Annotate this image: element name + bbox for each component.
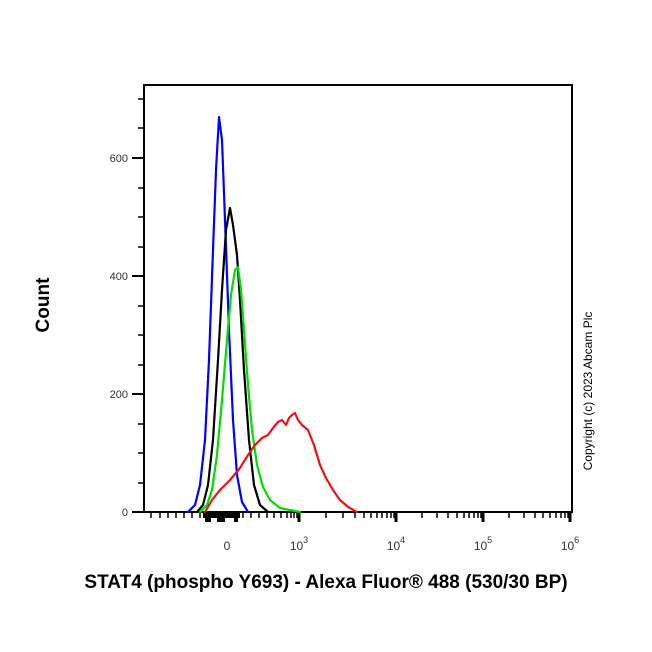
- y-axis-title-text: Count: [33, 277, 54, 333]
- red-histogram-line: [203, 411, 359, 514]
- x-tick-label: 105: [474, 535, 492, 553]
- x-tick-label: 106: [561, 535, 579, 553]
- y-tick-label: 200: [110, 389, 128, 401]
- x-zero-region-ticks: [234, 518, 238, 522]
- plot-frame: [143, 84, 573, 513]
- black-histogram-line: [195, 206, 270, 514]
- y-tick-label: 600: [110, 153, 128, 165]
- x-zero-region-ticks: [205, 518, 211, 522]
- y-tick-label: 400: [110, 271, 128, 283]
- y-axis: 600 400 200 0: [110, 98, 144, 519]
- x-axis-title: STAT4 (phospho Y693) - Alexa Fluor® 488 …: [84, 572, 568, 593]
- plot-border: [143, 84, 573, 513]
- copyright-notice: Copyright (c) 2023 Abcam Plc: [576, 260, 600, 522]
- x-tick-label: 104: [387, 535, 405, 553]
- histogram-series: [186, 115, 359, 514]
- copyright-text: Copyright (c) 2023 Abcam Plc: [581, 311, 595, 471]
- x-zero-region-ticks: [217, 518, 225, 522]
- y-tick-label: 0: [122, 507, 128, 519]
- y-axis-title: Count: [14, 250, 74, 360]
- x-zero-region-ticks: [203, 512, 240, 518]
- blue-histogram-line: [186, 115, 250, 514]
- green-histogram-line: [198, 265, 302, 514]
- x-axis: 0 103 104 105 106: [150, 512, 579, 553]
- x-tick-label: 0: [224, 539, 231, 553]
- x-tick-label: 103: [290, 535, 308, 553]
